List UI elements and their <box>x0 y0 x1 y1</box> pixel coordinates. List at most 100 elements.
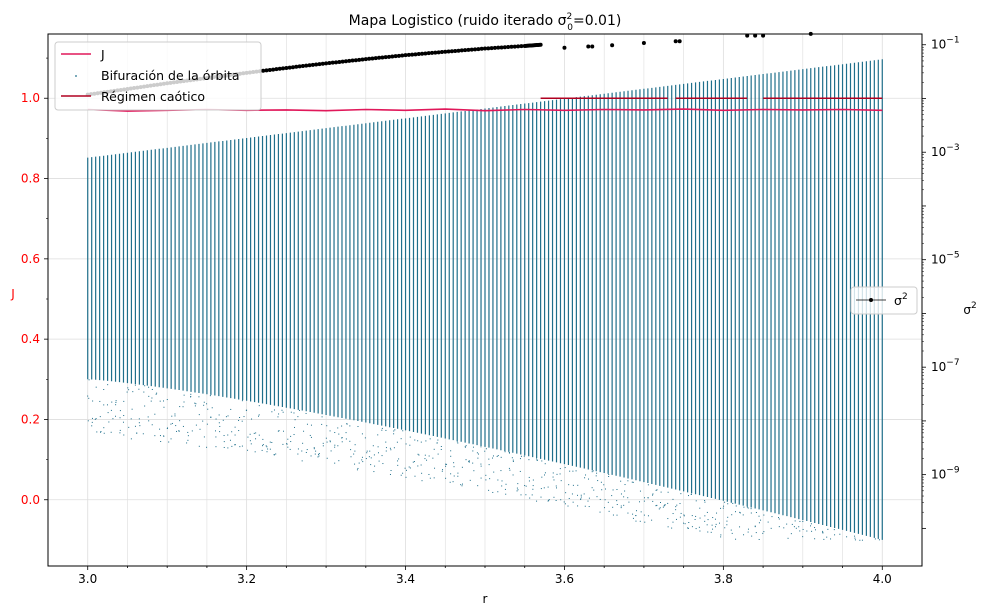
bifurcation-point <box>151 388 153 390</box>
bifurcation-point <box>87 395 89 397</box>
bifurcation-point <box>100 431 102 433</box>
bifurcation-point <box>178 430 180 432</box>
bifurcation-point <box>127 387 129 389</box>
bifurcation-point <box>130 418 132 420</box>
bifurcation-point <box>525 494 527 496</box>
bifurcation-point <box>724 501 726 503</box>
bifurcation-point <box>461 483 463 485</box>
bifurcation-point <box>755 532 757 534</box>
bifurcation-point <box>241 420 243 422</box>
bifurcation-point <box>229 439 231 441</box>
bifurcation-point <box>418 454 420 456</box>
bifurcation-point <box>512 459 514 461</box>
bifurcation-point <box>262 445 264 447</box>
bifurcation-point <box>390 470 392 472</box>
sigma2-point <box>334 60 339 65</box>
bifurcation-point <box>389 447 391 449</box>
bifurcation-point <box>560 499 562 501</box>
bifurcation-point <box>587 500 589 502</box>
sigma2-point <box>562 45 567 50</box>
bifurcation-point <box>215 446 217 448</box>
bifurcation-point <box>341 425 343 427</box>
bifurcation-point <box>639 490 641 492</box>
bifurcation-point <box>680 512 682 514</box>
legend-bifurcation-label: Bifuración de la órbita <box>101 68 240 83</box>
bifurcation-point <box>795 527 797 529</box>
bifurcation-point <box>106 404 108 406</box>
sigma2-point <box>436 50 441 55</box>
bifurcation-point <box>313 447 315 449</box>
bifurcation-point <box>585 474 587 476</box>
bifurcation-point <box>457 472 459 474</box>
bifurcation-point <box>472 462 474 464</box>
bifurcation-point <box>100 431 102 433</box>
bifurcation-point <box>325 437 327 439</box>
bifurcation-point <box>239 416 241 418</box>
sigma2-point <box>287 65 292 70</box>
bifurcation-point <box>500 470 502 472</box>
bifurcation-point <box>322 445 324 447</box>
sigma2-point <box>761 33 766 38</box>
bifurcation-point <box>381 429 383 431</box>
bifurcation-point <box>631 481 633 483</box>
sigma2-point <box>463 48 468 53</box>
bifurcation-point <box>182 425 184 427</box>
bifurcation-point <box>699 530 701 532</box>
y-left-tick-label: 0.6 <box>21 252 40 266</box>
bifurcation-point <box>501 480 503 482</box>
bifurcation-point <box>556 473 558 475</box>
bifurcation-point <box>555 485 557 487</box>
bifurcation-point <box>767 521 769 523</box>
bifurcation-point <box>720 534 722 536</box>
bifurcation-point <box>827 528 829 530</box>
bifurcation-point <box>305 412 307 414</box>
sigma2-point <box>277 66 282 71</box>
bifurcation-point <box>464 446 466 448</box>
bifurcation-point <box>358 462 360 464</box>
bifurcation-point <box>667 491 669 493</box>
bifurcation-point <box>441 470 443 472</box>
y-left-axis-label: J <box>10 287 15 301</box>
bifurcation-point <box>632 517 634 519</box>
bifurcation-point <box>159 428 161 430</box>
sigma2-point <box>641 40 646 45</box>
bifurcation-point <box>156 392 158 394</box>
y-left-tick-label: 0.0 <box>21 493 40 507</box>
sigma2-point <box>410 52 415 57</box>
sigma2-point <box>519 44 524 49</box>
bifurcation-point <box>460 484 462 486</box>
bifurcation-point <box>238 430 240 432</box>
bifurcation-point <box>361 459 363 461</box>
bifurcation-point <box>620 505 622 507</box>
sigma2-point <box>403 53 408 58</box>
bifurcation-point <box>365 458 367 460</box>
sigma2-point <box>281 66 286 71</box>
bifurcation-point <box>739 511 741 513</box>
bifurcation-point <box>639 501 641 503</box>
bifurcation-point <box>496 455 498 457</box>
bifurcation-point <box>147 416 149 418</box>
bifurcation-point <box>691 515 693 517</box>
bifurcation-point <box>814 527 816 529</box>
bifurcation-point <box>624 490 626 492</box>
bifurcation-point <box>547 500 549 502</box>
sigma2-point <box>745 33 750 38</box>
legend-main-box <box>54 41 262 111</box>
bifurcation-point <box>163 435 165 437</box>
bifurcation-point <box>714 526 716 528</box>
bifurcation-point <box>492 455 494 457</box>
bifurcation-point <box>623 504 625 506</box>
bifurcation-point <box>599 498 601 500</box>
bifurcation-point <box>318 454 320 456</box>
bifurcation-point <box>541 476 543 478</box>
bifurcation-point <box>541 460 543 462</box>
bifurcation-point <box>231 431 233 433</box>
sigma2-point <box>377 55 382 60</box>
bifurcation-point <box>580 498 582 500</box>
bifurcation-point <box>755 512 757 514</box>
bifurcation-point <box>187 431 189 433</box>
bifurcation-point <box>123 415 125 417</box>
bifurcation-point <box>662 506 664 508</box>
bifurcation-point <box>580 496 582 498</box>
bifurcation-point <box>620 480 622 482</box>
